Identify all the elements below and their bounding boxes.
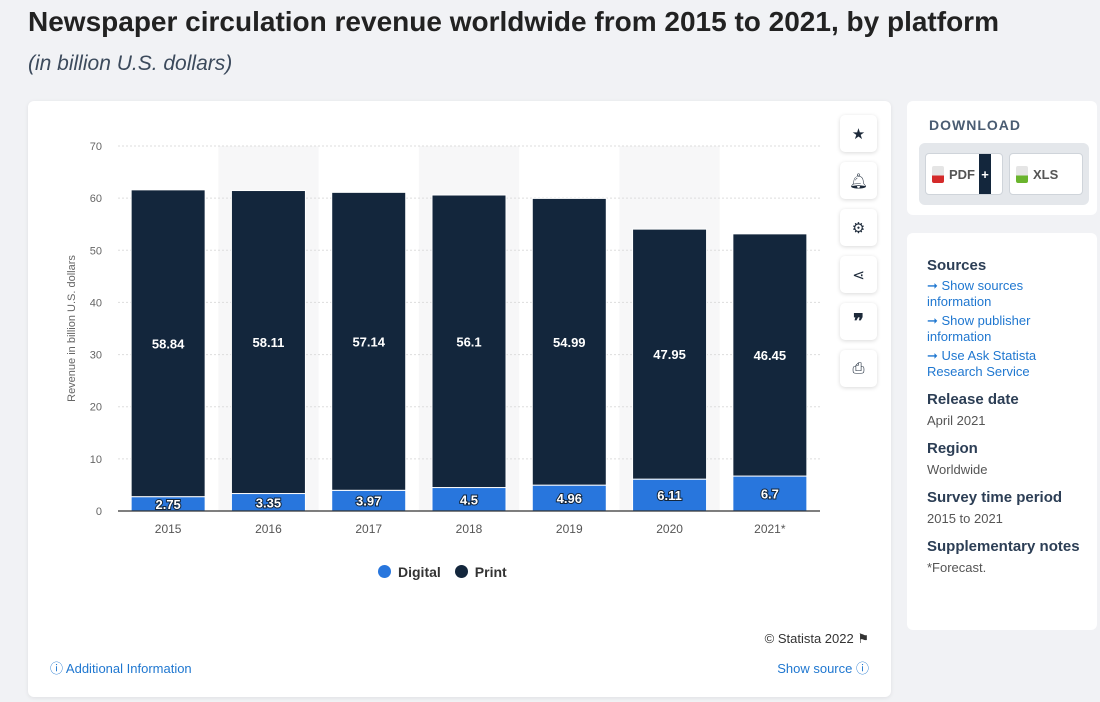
y-tick-label: 50: [90, 245, 102, 257]
y-tick-label: 0: [96, 506, 102, 518]
region-heading: Region: [927, 440, 978, 457]
data-label: 56.1: [456, 334, 481, 349]
pdf-label: PDF: [949, 166, 975, 182]
page-subtitle: (in billion U.S. dollars): [28, 52, 233, 75]
survey-period-heading: Survey time period: [927, 489, 1063, 506]
data-label: 2.75: [155, 497, 180, 512]
ask-statista-link[interactable]: ➞ Use Ask Statista Research Service: [927, 348, 1037, 379]
share-icon[interactable]: ⋖: [840, 256, 877, 293]
notes: *Forecast.: [927, 560, 987, 575]
bar-print[interactable]: [230, 190, 306, 495]
data-label: 3.97: [356, 494, 381, 509]
settings-gear-icon[interactable]: ⚙: [840, 209, 877, 246]
show-source-label: Show source: [777, 661, 853, 676]
bar-print[interactable]: [732, 233, 808, 477]
download-heading: DOWNLOAD: [929, 117, 1021, 133]
legend-item-print[interactable]: Print: [454, 564, 507, 580]
print-dot-icon: [454, 565, 468, 578]
y-tick-label: 20: [90, 402, 102, 414]
bar-print[interactable]: [331, 191, 407, 491]
data-label: 47.95: [653, 347, 686, 362]
x-tick-label: 2018: [456, 522, 483, 536]
release-date-heading: Release date: [927, 391, 1019, 408]
y-tick-label: 40: [90, 297, 102, 309]
link-label: Show sources information: [927, 278, 1024, 309]
survey-period: 2015 to 2021: [927, 511, 1003, 526]
flag-icon: ⚑: [857, 631, 869, 646]
bar-print[interactable]: [431, 194, 507, 489]
xls-file-icon: [1016, 165, 1028, 183]
x-tick-label: 2015: [155, 522, 182, 536]
bar-print[interactable]: [130, 189, 206, 498]
sources-heading: Sources: [927, 257, 987, 274]
digital-dot-icon: [378, 565, 391, 578]
notification-bell-icon[interactable]: 🔔︎: [840, 162, 877, 199]
data-label: 46.45: [754, 348, 787, 363]
show-publisher-link[interactable]: ➞ Show publisher information: [927, 313, 1031, 344]
x-tick-label: 2016: [255, 522, 282, 536]
data-label: 4.96: [557, 491, 582, 506]
data-label: 6.7: [761, 487, 779, 502]
y-tick-label: 70: [90, 141, 102, 153]
legend-label: Print: [474, 564, 507, 580]
y-tick-label: 60: [90, 193, 102, 205]
data-label: 58.84: [152, 336, 185, 351]
link-label: Use Ask Statista Research Service: [927, 348, 1037, 379]
region: Worldwide: [927, 462, 988, 477]
statista-credit[interactable]: © Statista 2022 ⚑: [765, 631, 869, 647]
print-icon[interactable]: ⎙: [840, 350, 877, 387]
additional-info-label: Additional Information: [65, 661, 192, 676]
legend: Digital Print: [378, 564, 507, 580]
bar-print[interactable]: [632, 228, 708, 480]
info-icon: ⓘ: [855, 661, 869, 676]
chart: 0 10 20 30 40 50 60 70 Revenue in billion U.S. d…: [66, 141, 820, 536]
download-xls-button[interactable]: XLS: [1009, 153, 1083, 195]
legend-item-digital[interactable]: Digital: [378, 564, 441, 580]
x-tick-label: 2017: [355, 522, 382, 536]
citation-quote-icon[interactable]: ❞: [840, 303, 877, 340]
x-tick-label: 2021*: [754, 522, 786, 536]
favorite-star-icon[interactable]: ★: [840, 115, 877, 152]
info-icon: ⓘ: [50, 661, 64, 676]
y-axis-title: Revenue in billion U.S. dollars: [66, 255, 78, 402]
download-pdf-button[interactable]: PDF +: [925, 153, 1003, 195]
download-panel: DOWNLOAD PDF + XLS: [907, 101, 1097, 215]
bar-print[interactable]: [531, 197, 607, 486]
data-label: 4.5: [460, 492, 478, 507]
data-label: 3.35: [256, 495, 281, 510]
chart-toolbar: ★ 🔔︎ ⚙ ⋖ ❞ ⎙: [840, 115, 877, 387]
link-label: Show publisher information: [927, 313, 1031, 344]
y-tick-label: 10: [90, 454, 102, 466]
pdf-file-icon: [932, 165, 944, 183]
additional-information-link[interactable]: ⓘ Additional Information: [50, 658, 192, 677]
notes-heading: Supplementary notes: [927, 538, 1080, 555]
data-label: 54.99: [553, 335, 586, 350]
y-tick-label: 30: [90, 350, 102, 362]
data-label: 6.11: [657, 488, 682, 503]
xls-label: XLS: [1033, 166, 1059, 182]
data-label: 57.14: [352, 334, 385, 349]
x-tick-label: 2020: [656, 522, 683, 536]
page-title: Newspaper circulation revenue worldwide …: [28, 6, 999, 37]
data-label: 58.11: [253, 335, 285, 350]
release-date: April 2021: [927, 413, 986, 428]
metadata-panel: Sources ➞ Show sources information ➞ Sho…: [907, 233, 1097, 630]
x-tick-label: 2019: [556, 522, 583, 536]
credit-text: © Statista 2022: [764, 631, 854, 646]
bar-digital[interactable]: [531, 484, 607, 512]
show-source-link[interactable]: Show source ⓘ: [777, 658, 869, 677]
pdf-plus-button[interactable]: +: [979, 154, 991, 194]
legend-label: Digital: [398, 564, 441, 580]
chart-card: 0 10 20 30 40 50 60 70 Revenue in billion U.S. d…: [28, 101, 891, 697]
show-sources-link[interactable]: ➞ Show sources information: [927, 278, 1024, 309]
